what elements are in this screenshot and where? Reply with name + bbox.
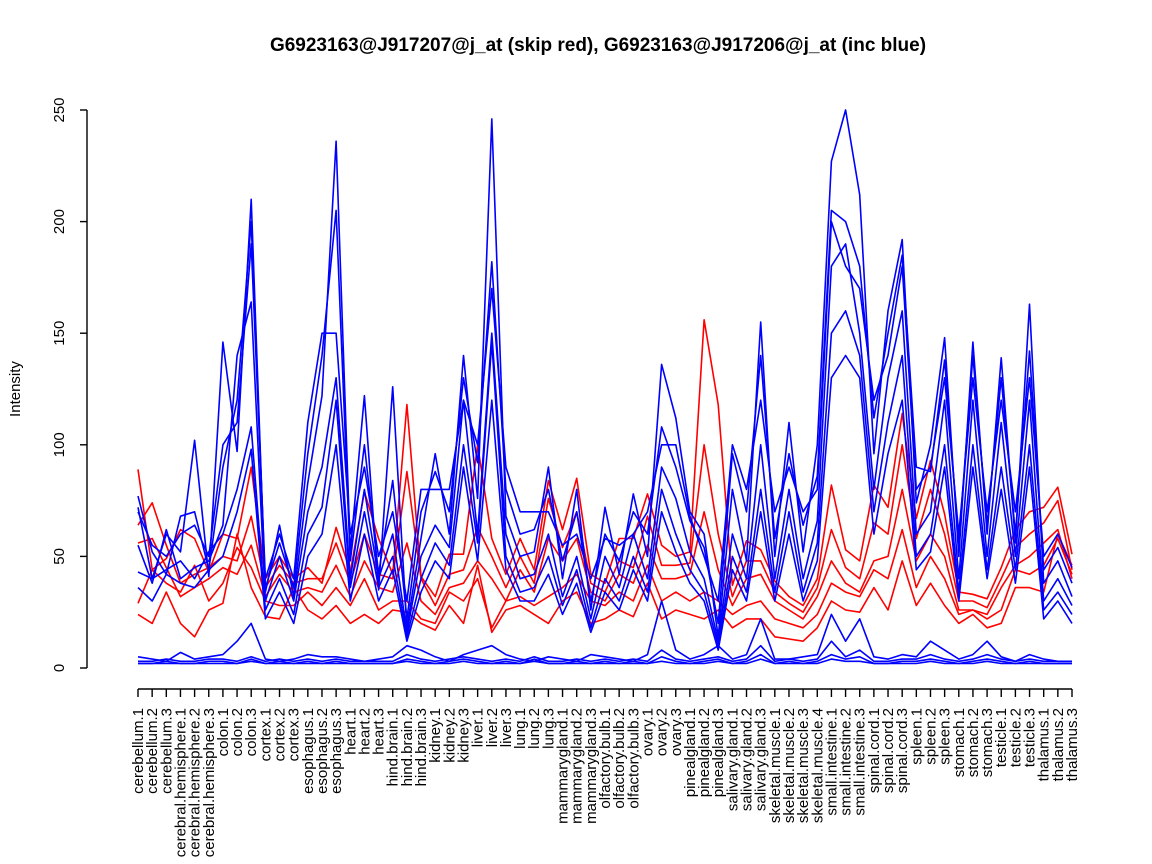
x-tick-label: stomach.1	[951, 708, 968, 777]
series-line-13	[138, 640, 1072, 663]
x-tick-label: small.intestine.1	[823, 708, 840, 816]
x-tick-label: liver.3	[498, 708, 515, 747]
series-line-4	[137, 533, 1073, 643]
x-tick-label: colon.2	[229, 708, 246, 756]
x-tick-label: spleen.2	[922, 708, 939, 765]
x-tick-label: cerebellum.2	[144, 708, 161, 794]
x-tick-label: ovary.1	[639, 708, 656, 756]
x-tick-label: salivary.gland.1	[724, 708, 741, 811]
x-tick-label: pinealgland.1	[682, 708, 699, 797]
x-tick-label: cerebral.hemisphere.2	[187, 708, 204, 857]
x-tick-label: thalamus.3	[1064, 708, 1081, 781]
x-tick-label: olfactory.bulb.1	[597, 708, 614, 809]
x-tick-label: kidney.3	[455, 708, 472, 763]
x-tick-label: pinealgland.2	[696, 708, 713, 797]
x-tick-label: skeletal.muscle.2	[781, 708, 798, 823]
series-line-11	[137, 354, 1073, 651]
x-tick-label: skeletal.muscle.4	[809, 708, 826, 823]
x-tick-label: spleen.3	[937, 708, 954, 765]
x-tick-label: spinal.cord.2	[880, 708, 897, 793]
x-tick-label: colon.1	[215, 708, 232, 756]
x-tick-label: liver.1	[470, 708, 487, 747]
x-tick-label: hind.brain.2	[399, 708, 416, 786]
x-tick-label: esophagus.1	[300, 708, 317, 794]
x-tick-label: stomach.2	[965, 708, 982, 777]
x-tick-label: small.intestine.3	[852, 708, 869, 816]
x-tick-label: cerebellum.3	[158, 708, 175, 794]
series-line-10	[137, 310, 1073, 647]
x-tick-label: esophagus.2	[314, 708, 331, 794]
x-tick-label: ovary.2	[654, 708, 671, 756]
x-tick-label: kidney.2	[441, 708, 458, 763]
y-tick-label: 150	[51, 321, 68, 346]
x-tick-label: mammarygland.3	[583, 708, 600, 824]
series-line-12	[137, 600, 1072, 663]
x-tick-label: colon.3	[243, 708, 260, 756]
x-tick-label: heart.1	[342, 708, 359, 755]
x-tick-label: lung.1	[512, 708, 529, 749]
x-tick-label: spleen.1	[908, 708, 925, 765]
x-tick-label: ovary.3	[668, 708, 685, 756]
x-tick-label: heart.2	[356, 708, 373, 755]
x-tick-label: skeletal.muscle.1	[767, 708, 784, 823]
x-tick-label: cerebral.hemisphere.1	[172, 708, 189, 857]
x-tick-label: salivary.gland.2	[739, 708, 756, 811]
x-tick-label: testicle.1	[993, 708, 1010, 767]
series-line-9	[137, 243, 1073, 643]
y-tick-label: 50	[51, 548, 68, 565]
x-tick-label: testicle.2	[1007, 708, 1024, 767]
x-tick-label: cerebral.hemisphere.3	[201, 708, 218, 857]
x-tick-label: spinal.cord.1	[866, 708, 883, 793]
series-line-7	[137, 209, 1073, 625]
y-axis: 0 50 100 150 200 250	[51, 97, 88, 672]
x-tick-label: spinal.cord.3	[894, 708, 911, 793]
x-tick-label: thalamus.1	[1036, 708, 1053, 781]
x-tick-label: pinealgland.3	[710, 708, 727, 797]
x-tick-label: cortex.3	[286, 708, 303, 761]
x-tick-label: thalamus.2	[1050, 708, 1067, 781]
x-tick-label: olfactory.bulb.3	[625, 708, 642, 809]
x-tick-label: testicle.3	[1022, 708, 1039, 767]
x-tick-label: hind.brain.1	[385, 708, 402, 786]
y-tick-label: 250	[51, 97, 68, 122]
series-line-5	[137, 528, 1073, 629]
x-tick-label: esophagus.3	[328, 708, 345, 794]
series-layer	[137, 109, 1073, 665]
x-tick-label: liver.2	[484, 708, 501, 747]
x-tick-label: mammarygland.1	[555, 708, 572, 824]
x-tick-label: olfactory.bulb.2	[611, 708, 628, 809]
x-tick-label: small.intestine.2	[838, 708, 855, 816]
series-line-8	[137, 220, 1073, 602]
x-tick-label: heart.3	[371, 708, 388, 755]
x-axis: cerebellum.1cerebellum.2cerebellum.3cere…	[130, 688, 1081, 857]
x-tick-label: cortex.1	[257, 708, 274, 761]
x-tick-label: kidney.1	[427, 708, 444, 763]
y-axis-label: Intensity	[7, 361, 24, 417]
y-tick-label: 100	[51, 432, 68, 457]
y-tick-label: 0	[51, 664, 68, 672]
chart-title: G6923163@J917207@j_at (skip red), G69231…	[270, 35, 926, 56]
x-tick-label: stomach.3	[979, 708, 996, 777]
x-tick-label: hind.brain.3	[413, 708, 430, 786]
x-tick-label: lung.2	[526, 708, 543, 749]
x-tick-label: mammarygland.2	[569, 708, 586, 824]
x-tick-label: skeletal.muscle.3	[795, 708, 812, 823]
y-tick-label: 200	[51, 209, 68, 234]
x-tick-label: salivary.gland.3	[753, 708, 770, 811]
x-tick-label: lung.3	[540, 708, 557, 749]
x-tick-label: cortex.2	[272, 708, 289, 761]
series-line-15	[138, 658, 1072, 665]
x-tick-label: cerebellum.1	[130, 708, 147, 794]
